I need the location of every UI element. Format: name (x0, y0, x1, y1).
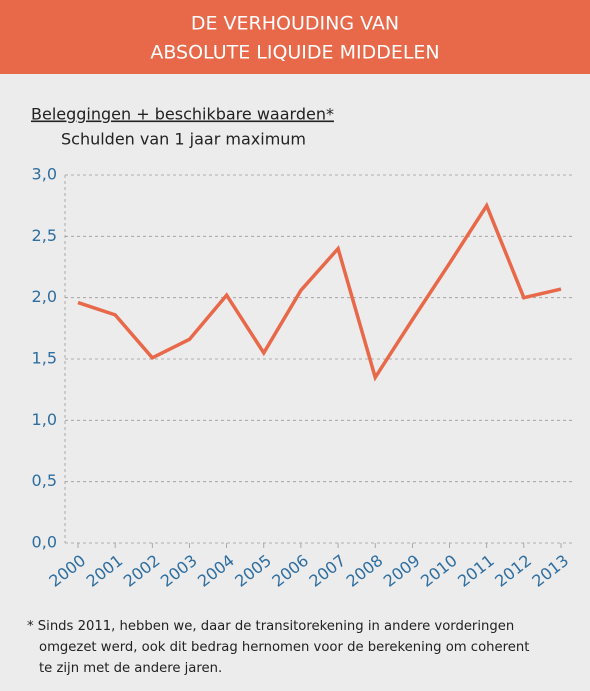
y-tick-label: 2,0 (32, 287, 57, 306)
chart-title: ABSOLUTE LIQUIDE MIDDELEN (150, 42, 439, 64)
footnote: te zijn met de andere jaren. (39, 661, 222, 676)
y-tick-label: 1,5 (32, 349, 57, 368)
y-tick-label: 0,0 (32, 533, 57, 552)
denominator-label: Schulden van 1 jaar maximum (61, 130, 306, 149)
header (0, 0, 590, 74)
y-tick-label: 0,5 (32, 471, 57, 490)
y-tick-label: 3,0 (32, 165, 57, 184)
y-tick-label: 1,0 (32, 410, 57, 429)
y-tick-label: 2,5 (32, 226, 57, 245)
chart-title: DE VERHOUDING VAN (191, 13, 399, 35)
data-line (77, 201, 562, 382)
footnote: omgezet werd, ook dit bedrag hernomen vo… (39, 640, 529, 655)
numerator-label: Beleggingen + beschikbare waarden* (31, 105, 334, 124)
footnote: * Sinds 2011, hebben we, daar de transit… (27, 619, 514, 634)
